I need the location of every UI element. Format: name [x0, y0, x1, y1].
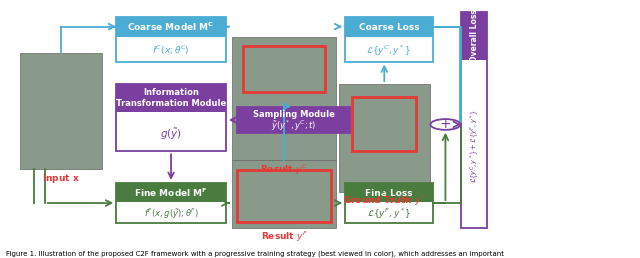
Text: Result $y^C$: Result $y^C$	[260, 162, 308, 176]
Bar	[243, 46, 325, 92]
Bar	[353, 97, 416, 151]
Bar	[461, 12, 488, 228]
Text: Fine Model $\mathbf{M}^\mathbf{F}$: Fine Model $\mathbf{M}^\mathbf{F}$	[134, 186, 208, 199]
Bar	[345, 183, 433, 202]
Text: Figure 1. Illustration of the proposed C2F framework with a progressive training: Figure 1. Illustration of the proposed C…	[6, 250, 504, 257]
Bar	[237, 107, 350, 133]
Bar	[237, 170, 330, 222]
Bar	[116, 84, 226, 151]
Bar	[116, 84, 226, 112]
Bar	[116, 183, 226, 223]
Text: Result $y^F$: Result $y^F$	[260, 229, 307, 244]
Bar	[116, 17, 226, 37]
Bar	[461, 12, 488, 60]
Circle shape	[430, 119, 461, 130]
Text: Ground Truth $y^*$: Ground Truth $y^*$	[342, 194, 426, 208]
Text: $\tilde{y}(y^*, y^C; t)$: $\tilde{y}(y^*, y^C; t)$	[271, 119, 316, 133]
Text: Coarse Model $\mathbf{M}^\mathbf{C}$: Coarse Model $\mathbf{M}^\mathbf{C}$	[127, 20, 214, 33]
Text: $+$: $+$	[440, 117, 451, 132]
Text: Sampling Module: Sampling Module	[253, 110, 335, 119]
Text: $g(\tilde{y})$: $g(\tilde{y})$	[160, 127, 182, 142]
Bar	[232, 37, 336, 160]
Text: Input $\mathbf{x}$: Input $\mathbf{x}$	[42, 172, 80, 185]
Bar	[116, 17, 226, 62]
Text: $f^C(x; \theta^C)$: $f^C(x; \theta^C)$	[152, 44, 190, 57]
Bar	[116, 183, 226, 202]
Bar	[345, 17, 433, 37]
Text: Coarse Loss: Coarse Loss	[358, 22, 419, 31]
Text: $\mathcal{L}\{y^C, y^*\} + \mathcal{L}\{y^F, y^*\}$: $\mathcal{L}\{y^C, y^*\} + \mathcal{L}\{…	[468, 109, 481, 183]
Bar	[345, 17, 433, 62]
Text: $f^F(x, g(\tilde{y}); \theta^F)$: $f^F(x, g(\tilde{y}); \theta^F)$	[143, 206, 198, 221]
Text: Overall Loss: Overall Loss	[470, 10, 479, 62]
Bar	[20, 53, 102, 169]
Text: $\mathcal{L}\{y^C, y^*\}$: $\mathcal{L}\{y^C, y^*\}$	[367, 43, 412, 58]
Bar	[232, 160, 336, 228]
Bar	[345, 183, 433, 223]
Text: $\mathcal{L}\{y^F, y^*\}$: $\mathcal{L}\{y^F, y^*\}$	[367, 206, 411, 221]
Text: Information
Transformation Module: Information Transformation Module	[116, 88, 226, 108]
Bar	[339, 84, 430, 192]
Text: Fine Loss: Fine Loss	[365, 189, 413, 198]
